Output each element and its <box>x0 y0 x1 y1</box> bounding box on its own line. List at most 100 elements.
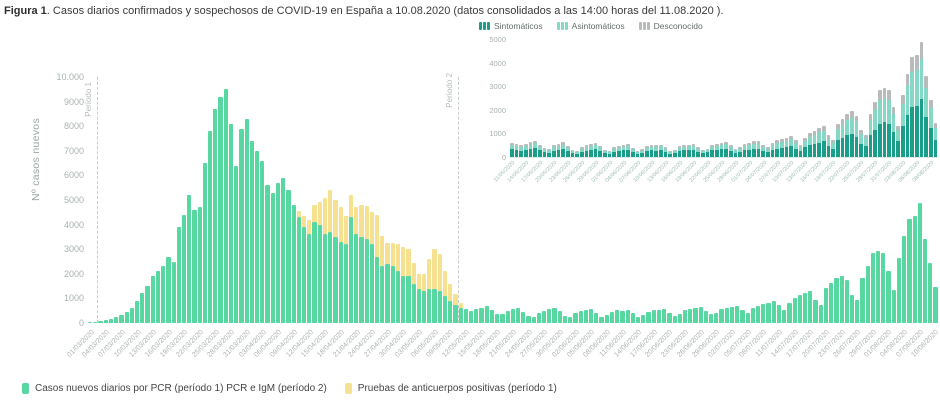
pcr-bar-segment <box>442 295 448 323</box>
symptomatic-segment <box>784 147 789 157</box>
asymptomatic-segment <box>915 70 919 106</box>
daily-bar <box>594 77 599 323</box>
daily-bar <box>244 77 249 323</box>
pcr-bar-segment <box>542 310 547 323</box>
unknown-segment <box>691 143 696 146</box>
daily-bar <box>740 77 745 323</box>
inset-daily-bar <box>528 39 533 157</box>
antibody-bar-segment <box>348 195 354 218</box>
asymptomatic-segment <box>752 143 756 150</box>
unknown-segment <box>547 148 551 151</box>
unknown-segment <box>812 130 817 135</box>
symptomatic-segment <box>929 128 933 157</box>
daily-bar <box>818 77 823 323</box>
inset-daily-bar <box>547 39 551 157</box>
daily-bar <box>312 77 317 323</box>
daily-bar <box>542 77 547 323</box>
symptomatic-segment <box>854 136 859 157</box>
unknown-segment <box>840 118 845 125</box>
pcr-bar-segment <box>724 308 729 323</box>
daily-bar <box>270 77 275 323</box>
inset-daily-bar <box>686 39 691 157</box>
symptomatic-segment <box>696 151 700 157</box>
daily-bar <box>641 77 646 323</box>
pcr-bar-segment <box>719 309 724 323</box>
daily-bar <box>114 77 119 323</box>
unknown-segment <box>835 123 840 129</box>
pcr-bar-segment <box>328 231 333 323</box>
antibody-bar-segment <box>343 216 348 245</box>
inset-daily-bar <box>919 39 924 157</box>
pcr-bar-segment <box>437 291 442 323</box>
unknown-segment <box>579 147 584 149</box>
daily-bar <box>886 77 891 323</box>
pcr-bar-segment <box>729 306 735 323</box>
asymptomatic-segment <box>617 147 621 151</box>
pcr-bar-segment <box>114 317 119 323</box>
daily-bar <box>213 77 218 323</box>
inset-daily-bar <box>621 39 626 157</box>
antibody-bar-segment <box>322 197 328 235</box>
daily-bar <box>427 77 432 323</box>
inset-daily-bar <box>780 39 784 157</box>
asymptomatic-segment <box>789 138 794 147</box>
pcr-bar-segment <box>458 308 463 323</box>
unknown-segment <box>910 57 915 73</box>
symptomatic-segment <box>719 149 724 157</box>
y-tick-label: 6000 <box>63 170 84 181</box>
inset-daily-bar <box>561 39 565 157</box>
daily-bar <box>609 77 615 323</box>
inset-daily-bar <box>905 39 910 157</box>
asymptomatic-segment <box>896 130 901 142</box>
unknown-segment <box>649 144 654 147</box>
inset-daily-bar <box>863 39 868 157</box>
unknown-segment <box>710 144 714 147</box>
pcr-bar-segment <box>291 204 296 323</box>
daily-bar <box>140 77 145 323</box>
daily-bar <box>103 77 108 323</box>
antibody-bar-segment <box>338 207 343 242</box>
asymptomatic-segment <box>677 147 682 151</box>
asymptomatic-segment <box>756 142 761 149</box>
unknown-segment <box>593 142 598 145</box>
asymptomatic-segment <box>808 136 812 146</box>
daily-bar <box>917 77 922 323</box>
daily-bar <box>677 77 682 323</box>
inset-daily-bar <box>519 39 523 157</box>
asymptomatic-segment <box>659 146 663 151</box>
inset-daily-bar <box>933 39 938 157</box>
antibody-bar-segment <box>422 273 427 292</box>
antibody-bar-segment <box>296 211 301 218</box>
pcr-bar-segment <box>688 309 693 323</box>
daily-bar <box>839 77 844 323</box>
asymptomatic-segment <box>700 151 705 154</box>
pcr-bar-segment <box>510 309 515 323</box>
daily-bar <box>150 77 155 323</box>
pcr-bar-segment <box>667 312 672 323</box>
pcr-bar-segment <box>343 244 348 323</box>
symptomatic-segment <box>705 152 710 157</box>
pcr-bar-segment <box>93 321 98 323</box>
daily-bar <box>134 77 140 323</box>
symptomatic-segment <box>510 149 514 157</box>
unknown-segment <box>821 125 826 131</box>
unknown-segment <box>696 147 700 149</box>
asymptomatic-segment <box>891 114 896 132</box>
unknown-segment <box>705 148 710 150</box>
daily-bar <box>735 77 740 323</box>
inset-y-tick-label: 1000 <box>489 129 506 139</box>
daily-bar <box>119 77 124 323</box>
asymptomatic-segment <box>523 146 528 150</box>
daily-bar <box>693 77 698 323</box>
antibody-bar-segment <box>416 273 421 289</box>
asymptomatic-segment <box>631 148 635 152</box>
inset-daily-bar <box>826 39 831 157</box>
daily-bar <box>510 77 515 323</box>
symptomatic-segment <box>514 149 519 157</box>
inset-daily-bar <box>924 39 929 157</box>
symptomatic-segment <box>710 150 714 157</box>
inset-daily-bar <box>845 39 849 157</box>
pcr-bar-segment <box>808 290 813 323</box>
pcr-bar-segment <box>489 310 495 323</box>
asymptomatic-segment <box>859 134 863 144</box>
